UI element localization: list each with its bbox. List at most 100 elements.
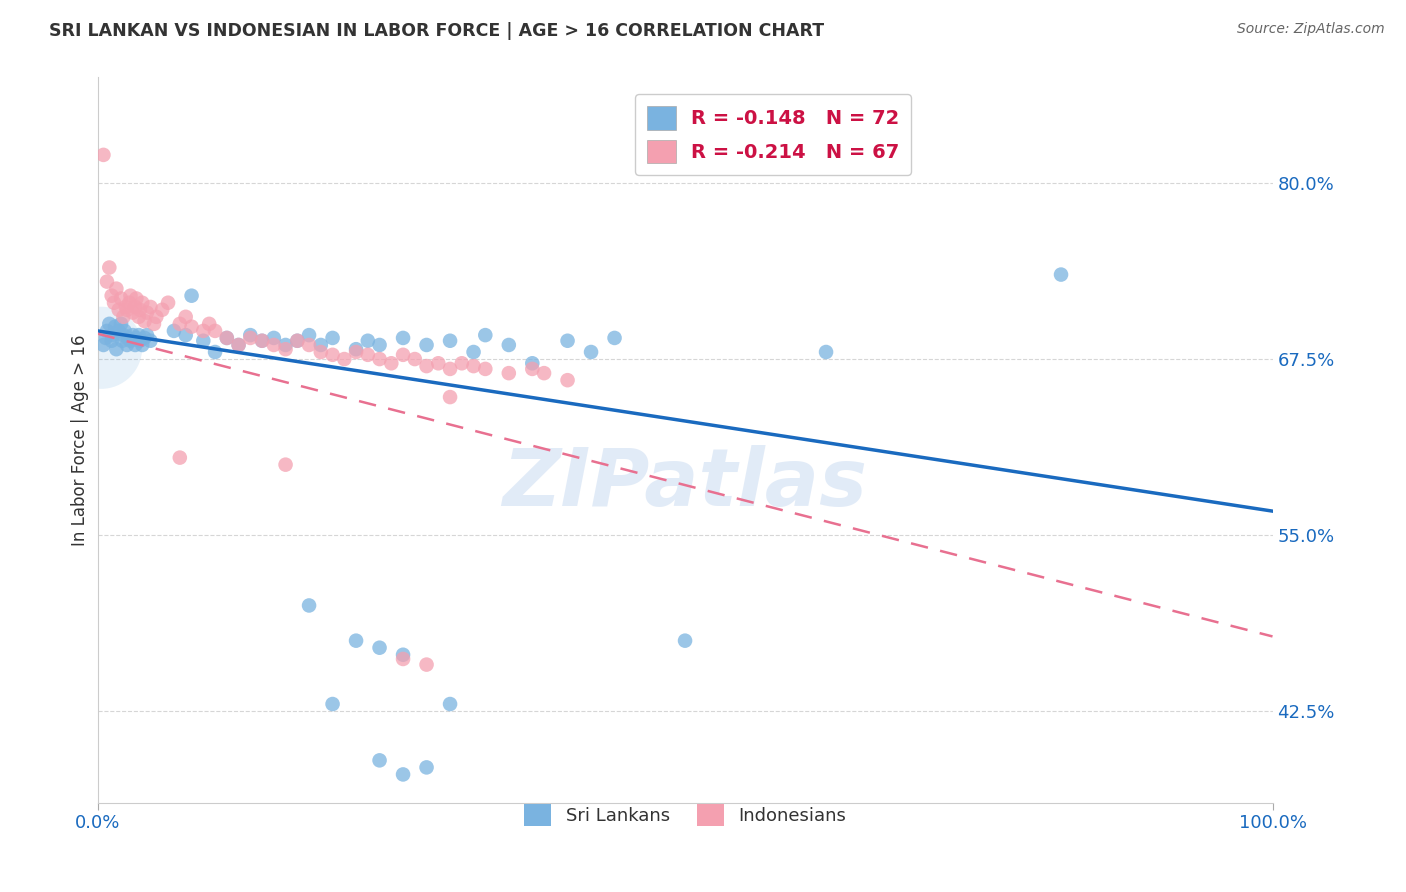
Point [239, 331, 262, 345]
Point [368, 753, 391, 767]
Point [274, 338, 297, 352]
Point [101, 328, 124, 343]
Point [522, 356, 544, 370]
Point [169, 450, 191, 465]
Point [121, 328, 143, 343]
Point [128, 310, 150, 324]
Text: ZIPatlas: ZIPatlas [502, 444, 868, 523]
Point [309, 345, 332, 359]
Point [105, 282, 128, 296]
Point [392, 652, 415, 666]
Text: SRI LANKAN VS INDONESIAN IN LABOR FORCE | AGE > 16 CORRELATION CHART: SRI LANKAN VS INDONESIAN IN LABOR FORCE … [49, 22, 824, 40]
Point [180, 319, 202, 334]
Point [215, 331, 238, 345]
Point [392, 348, 415, 362]
Point [107, 302, 129, 317]
Point [193, 324, 215, 338]
Point [145, 310, 167, 324]
Point [392, 648, 415, 662]
Point [198, 317, 221, 331]
Point [112, 328, 135, 343]
Point [120, 334, 142, 348]
Point [533, 366, 555, 380]
Point [121, 305, 143, 319]
Point [344, 345, 367, 359]
Point [427, 356, 450, 370]
Point [357, 334, 380, 348]
Point [93, 148, 115, 162]
Point [204, 324, 226, 338]
Point [157, 295, 180, 310]
Point [124, 300, 146, 314]
Point [415, 359, 437, 373]
Point [250, 334, 273, 348]
Point [333, 352, 356, 367]
Point [250, 334, 273, 348]
Point [120, 288, 142, 302]
Point [415, 657, 437, 672]
Point [118, 295, 141, 310]
Point [128, 302, 150, 317]
Point [215, 331, 238, 345]
Point [463, 345, 485, 359]
Point [474, 362, 496, 376]
Point [228, 338, 250, 352]
Point [263, 338, 285, 352]
Point [104, 319, 127, 334]
Point [522, 362, 544, 376]
Point [673, 633, 696, 648]
Point [285, 334, 308, 348]
Point [474, 328, 496, 343]
Point [380, 356, 402, 370]
Point [93, 338, 115, 352]
Point [404, 352, 426, 367]
Point [139, 334, 162, 348]
Point [309, 338, 332, 352]
Point [115, 338, 138, 352]
Point [274, 458, 297, 472]
Point [415, 338, 437, 352]
Point [98, 317, 121, 331]
Point [103, 295, 125, 310]
Point [322, 348, 344, 362]
Point [100, 288, 122, 302]
Point [135, 328, 157, 343]
Point [180, 288, 202, 302]
Point [322, 697, 344, 711]
Point [239, 328, 262, 343]
Point [125, 331, 148, 345]
Point [105, 342, 128, 356]
Point [557, 373, 579, 387]
Point [298, 328, 321, 343]
Point [392, 331, 415, 345]
Point [357, 348, 380, 362]
Point [498, 338, 520, 352]
Point [107, 324, 129, 338]
Point [135, 305, 157, 319]
Point [439, 362, 461, 376]
Point [285, 334, 308, 348]
Point [124, 338, 146, 352]
Point [193, 334, 215, 348]
Point [128, 334, 150, 348]
Point [204, 345, 226, 359]
Point [298, 338, 321, 352]
Point [368, 640, 391, 655]
Point [415, 760, 437, 774]
Point [263, 331, 285, 345]
Point [96, 275, 118, 289]
Point [125, 292, 148, 306]
Point [128, 328, 150, 343]
Point [169, 317, 191, 331]
Point [368, 352, 391, 367]
Point [579, 345, 602, 359]
Point [117, 331, 139, 345]
Point [815, 345, 838, 359]
Point [94, 331, 117, 345]
Point [134, 331, 156, 345]
Point [344, 633, 367, 648]
Point [368, 338, 391, 352]
Point [274, 342, 297, 356]
Point [114, 324, 136, 338]
Point [96, 324, 118, 338]
